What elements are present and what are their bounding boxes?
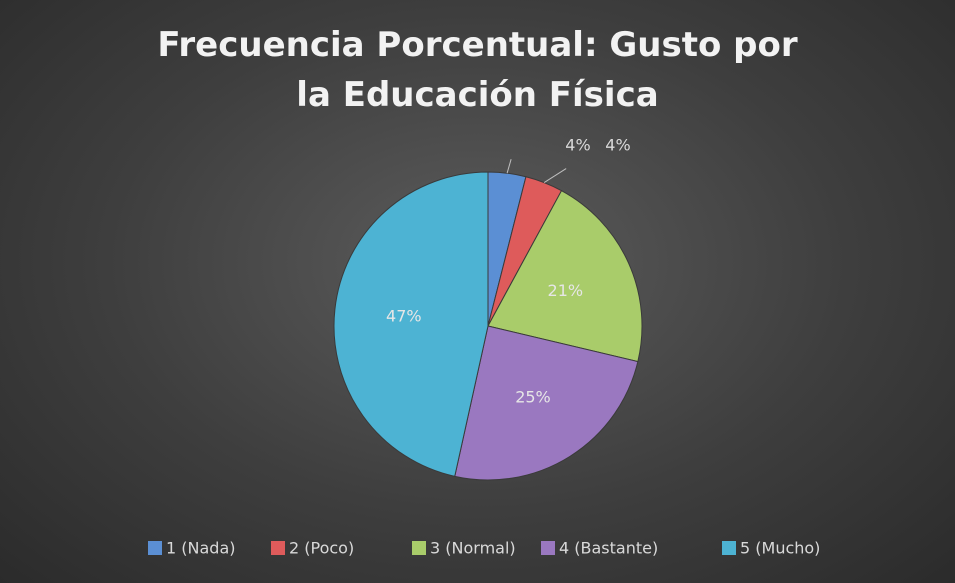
leader-line bbox=[506, 159, 512, 174]
pie-slice bbox=[333, 171, 489, 477]
legend-swatch bbox=[412, 541, 426, 555]
legend-label: 1 (Nada) bbox=[166, 539, 235, 558]
legend-swatch bbox=[541, 541, 555, 555]
data-label: 4% bbox=[605, 136, 630, 155]
legend-swatch bbox=[148, 541, 162, 555]
data-label: 4% bbox=[565, 136, 590, 155]
legend-label: 5 (Mucho) bbox=[740, 539, 820, 558]
data-label: 25% bbox=[515, 387, 551, 406]
data-label: 21% bbox=[548, 281, 584, 300]
pie-slice bbox=[487, 190, 643, 363]
legend-label: 2 (Poco) bbox=[289, 539, 354, 558]
chart-title: Frecuencia Porcentual: Gusto por la Educ… bbox=[157, 25, 798, 115]
legend-label: 3 (Normal) bbox=[430, 539, 516, 558]
legend-swatch bbox=[271, 541, 285, 555]
data-label: 47% bbox=[386, 306, 422, 325]
leader-line bbox=[543, 168, 567, 184]
legend-swatch bbox=[722, 541, 736, 555]
legend-label: 4 (Bastante) bbox=[559, 539, 658, 558]
pie-slice bbox=[454, 325, 639, 481]
